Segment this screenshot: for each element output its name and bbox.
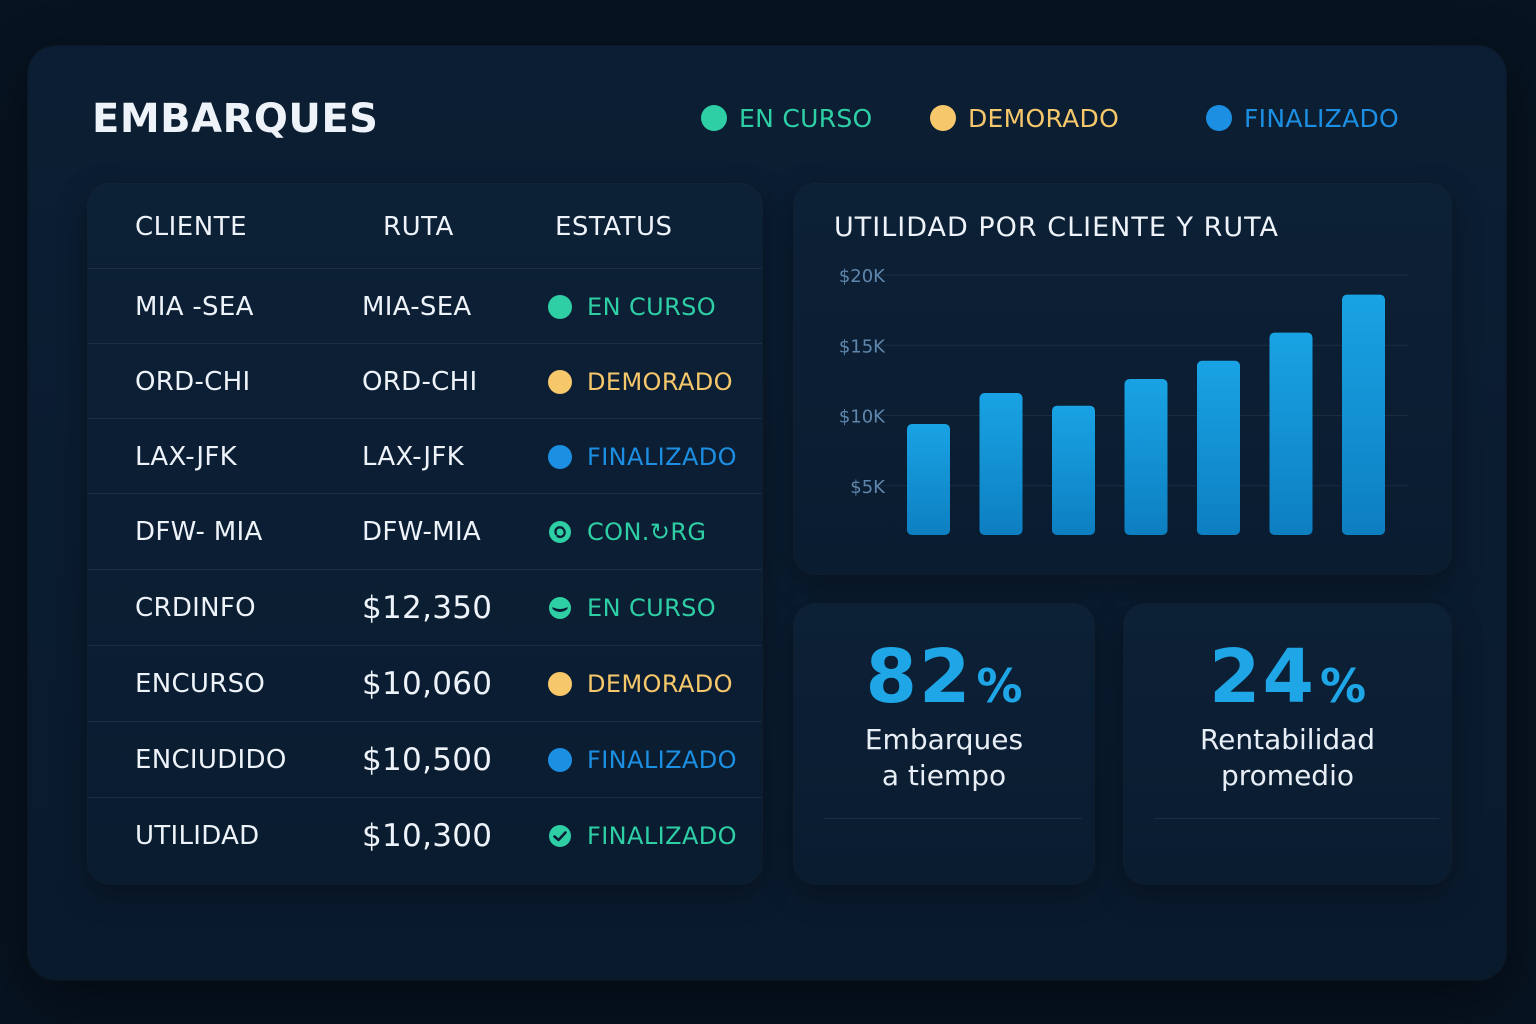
cell-estatus: CON.↻RG (548, 494, 706, 570)
table-row[interactable]: UTILIDAD $10,300 FINALIZADO (88, 797, 762, 874)
table-row[interactable]: DFW- MIA DFW-MIA CON.↻RG (88, 493, 762, 570)
column-header-estatus[interactable]: ESTATUS (555, 212, 673, 242)
cell-estatus: EN CURSO (548, 269, 716, 345)
status-dot-icon (701, 105, 727, 131)
cell-ruta: $10,500 (362, 742, 493, 778)
kpi-label: Rentabilidad promedio (1124, 722, 1451, 794)
table-row[interactable]: ENCIUDIDO $10,500 FINALIZADO (88, 721, 762, 798)
cell-estatus: FINALIZADO (548, 798, 737, 874)
kpi-label-line: a tiempo (881, 759, 1007, 792)
cell-estatus: FINALIZADO (548, 722, 737, 798)
kpi-label-line: promedio (1221, 759, 1354, 792)
status-dot-icon (930, 105, 956, 131)
cell-ruta: ORD-CHI (362, 367, 478, 397)
page-title: EMBARQUES (92, 96, 379, 142)
y-tick-label: $15K (839, 336, 886, 357)
legend-item-en-curso: EN CURSO (701, 100, 873, 136)
status-label-demorado: DEMORADO (587, 368, 733, 396)
kpi-unit: % (976, 659, 1023, 713)
table-row[interactable]: CRDINFO $12,350 EN CURSO (88, 569, 762, 646)
status-label-en-curso: EN CURSO (587, 293, 717, 321)
status-label-en-curso: EN CURSO (587, 594, 717, 622)
legend-label: FINALIZADO (1244, 103, 1400, 133)
y-tick-label: $10K (839, 407, 886, 428)
legend-label: DEMORADO (968, 103, 1120, 133)
legend-label: EN CURSO (739, 103, 873, 133)
chart-bar-1[interactable] (907, 423, 950, 535)
legend-item-demorado: DEMORADO (930, 100, 1119, 136)
table-row[interactable]: ENCURSO $10,060 DEMORADO (88, 645, 762, 722)
cell-ruta: $10,300 (362, 818, 493, 854)
chart-bar-6[interactable] (1269, 332, 1313, 535)
kpi-value: 24% (1124, 634, 1451, 720)
chart-bar-7[interactable] (1342, 294, 1385, 535)
status-label-con-rg: CON.↻RG (587, 518, 707, 546)
kpi-value: 82% (794, 634, 1094, 720)
profit-bar-chart: $5K $10K $15K $20K (839, 266, 1408, 535)
cell-ruta: $12,350 (362, 590, 493, 626)
kpi-profitability: 24% Rentabilidad promedio (1124, 604, 1451, 884)
kpi-label: Embarques a tiempo (794, 722, 1094, 794)
y-tick-label: $5K (850, 477, 886, 498)
cell-ruta: LAX-JFK (362, 442, 464, 472)
cell-estatus: DEMORADO (548, 344, 733, 420)
column-header-ruta[interactable]: RUTA (383, 212, 454, 242)
status-dot-icon (548, 672, 572, 696)
cell-cliente: MIA -SEA (135, 292, 254, 322)
status-label-finalizado: FINALIZADO (587, 443, 737, 471)
cell-ruta: MIA-SEA (362, 292, 472, 322)
shipments-table (88, 184, 762, 884)
kpi-label-line: Rentabilidad (1199, 723, 1376, 756)
cell-cliente: ENCURSO (135, 669, 266, 699)
status-label-finalizado: FINALIZADO (587, 822, 737, 850)
status-label-demorado: DEMORADO (587, 670, 733, 698)
status-dot-icon (548, 295, 572, 319)
cell-cliente: CRDINFO (135, 593, 256, 623)
kpi-number: 24 (1208, 634, 1316, 720)
kpi-label-line: Embarques (864, 723, 1024, 756)
status-label-finalizado: FINALIZADO (587, 746, 737, 774)
cell-estatus: EN CURSO (548, 570, 716, 646)
status-dot-icon (548, 445, 572, 469)
cell-estatus: FINALIZADO (548, 419, 737, 495)
cell-cliente: DFW- MIA (135, 517, 263, 547)
progress-circle-icon (549, 597, 571, 619)
cell-cliente: LAX-JFK (135, 442, 237, 472)
legend-item-finalizado: FINALIZADO (1206, 100, 1399, 136)
status-dot-icon (548, 748, 572, 772)
status-dot-icon (1206, 105, 1232, 131)
column-header-cliente[interactable]: CLIENTE (135, 212, 247, 242)
divider (824, 818, 1082, 819)
table-row[interactable]: LAX-JFK LAX-JFK FINALIZADO (88, 418, 762, 495)
table-row[interactable]: MIA -SEA MIA-SEA EN CURSO (88, 268, 762, 345)
cell-cliente: ORD-CHI (135, 367, 251, 397)
cell-ruta: $10,060 (362, 666, 493, 702)
chart-bar-4[interactable] (1124, 379, 1168, 535)
chart-bar-5[interactable] (1197, 360, 1240, 535)
cell-cliente: ENCIUDIDO (135, 745, 287, 775)
kpi-number: 82 (865, 634, 973, 720)
kpi-on-time: 82% Embarques a tiempo (794, 604, 1094, 884)
cell-cliente: UTILIDAD (135, 821, 260, 851)
chart-bar-2[interactable] (979, 393, 1023, 535)
cell-ruta: DFW-MIA (362, 517, 481, 547)
status-dot-icon (548, 370, 572, 394)
divider (1154, 818, 1439, 819)
chart-bar-3[interactable] (1052, 405, 1095, 535)
check-circle-icon (549, 825, 571, 847)
y-tick-label: $20K (839, 266, 886, 287)
profit-chart-card (794, 184, 1451, 574)
cell-estatus: DEMORADO (548, 646, 733, 722)
kpi-unit: % (1319, 659, 1367, 713)
table-row[interactable]: ORD-CHI ORD-CHI DEMORADO (88, 343, 762, 420)
chart-title: UTILIDAD POR CLIENTE Y RUTA (834, 212, 1279, 243)
refresh-circle-icon (549, 521, 571, 543)
